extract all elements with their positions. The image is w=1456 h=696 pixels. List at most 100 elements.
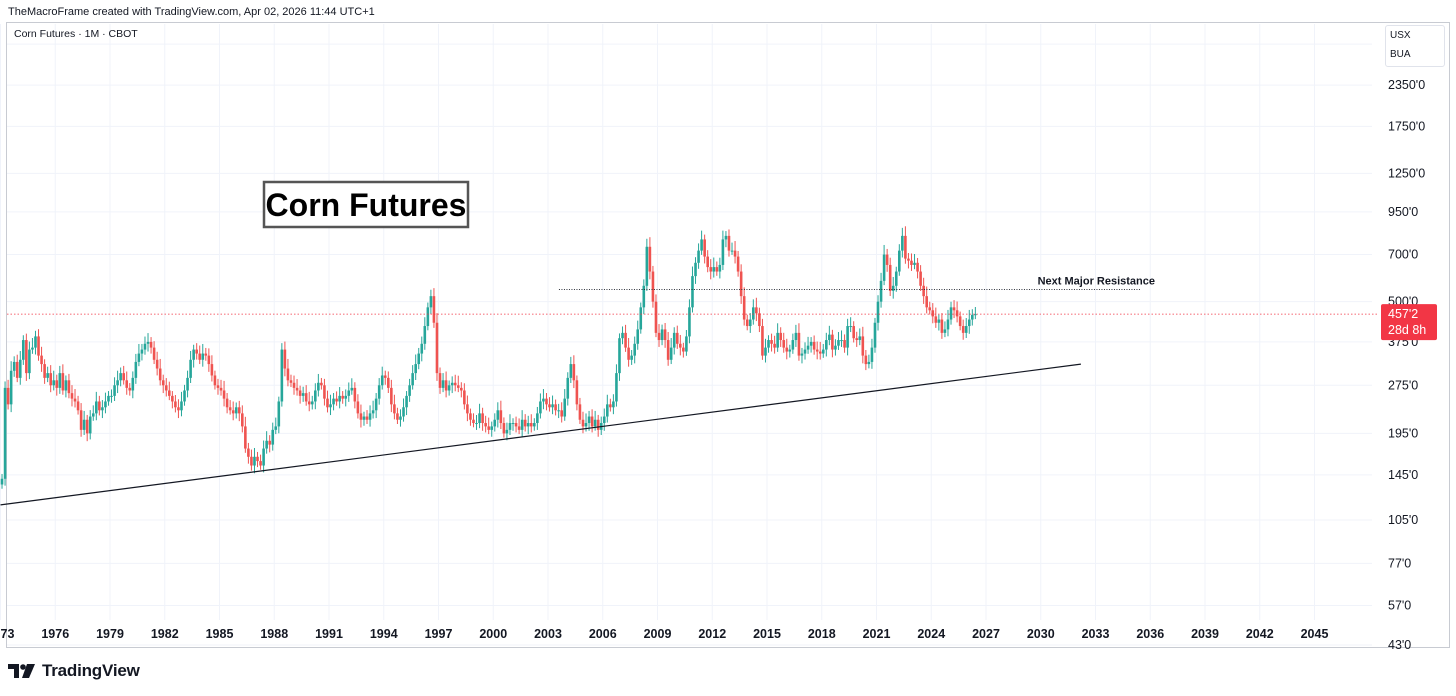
candle-body: [189, 359, 192, 378]
candle-body: [289, 380, 293, 383]
candle-body: [536, 413, 539, 424]
candle-body: [25, 340, 28, 374]
candle-body: [517, 426, 521, 430]
tradingview-logo[interactable]: TradingView: [8, 661, 140, 681]
candle-body: [815, 349, 819, 352]
candle-body: [320, 382, 323, 386]
candle-body: [101, 407, 104, 411]
candle-body: [551, 404, 554, 408]
x-tick-label: 1973: [0, 627, 14, 641]
candle-body: [49, 373, 52, 386]
candle-body: [682, 347, 685, 352]
x-tick-label: 2027: [972, 627, 1000, 641]
candle-body: [612, 401, 615, 408]
candle-body: [353, 387, 357, 402]
candle-body: [898, 250, 901, 272]
candle-body: [925, 296, 928, 308]
candle-body: [730, 250, 734, 252]
candle-body: [55, 380, 59, 388]
candle-body: [569, 364, 573, 378]
candle-body: [949, 307, 953, 320]
y-tick-label: 195'0: [1388, 426, 1418, 440]
candle-body: [195, 349, 198, 354]
candle-body: [511, 423, 515, 425]
candle-body: [0, 478, 4, 485]
candle-body: [91, 413, 95, 417]
candle-body: [341, 395, 344, 399]
candle-body: [423, 326, 427, 344]
candle-body: [107, 395, 110, 402]
candle-body: [34, 336, 37, 348]
candle-body: [420, 343, 424, 354]
candle-body: [387, 377, 390, 388]
candle-body: [876, 301, 880, 323]
candle-body: [578, 404, 582, 420]
candle-body: [581, 419, 585, 427]
candle-body: [463, 390, 466, 405]
x-tick-label: 2045: [1301, 627, 1329, 641]
candle-body: [432, 296, 436, 323]
candle-body: [119, 373, 122, 381]
candle-body: [624, 332, 627, 348]
candle-body: [803, 349, 807, 354]
candle-body: [846, 326, 849, 348]
candle-body: [171, 395, 174, 402]
x-tick-label: 2009: [644, 627, 672, 641]
candle-body: [332, 398, 335, 405]
candle-body: [323, 385, 326, 399]
candle-body: [478, 413, 481, 424]
candle-body: [207, 355, 211, 365]
candle-body: [450, 382, 454, 386]
candle-body: [493, 419, 497, 427]
candle-body: [548, 404, 551, 408]
candle-body: [587, 416, 591, 424]
candle-body: [831, 334, 834, 350]
candle-body: [131, 377, 135, 391]
candle-body: [596, 419, 600, 430]
candle-body: [539, 401, 542, 414]
candle-body: [782, 340, 786, 348]
candle-body: [408, 385, 411, 396]
candle-body: [937, 319, 941, 323]
candle-body: [326, 398, 329, 408]
candle-body: [967, 319, 971, 327]
candle-body: [776, 332, 779, 348]
candle-body: [675, 332, 679, 344]
candle-body: [271, 429, 275, 445]
symbol-legend[interactable]: Corn Futures · 1M · CBOT: [14, 28, 138, 40]
candle-body: [919, 271, 922, 286]
candle-body: [441, 380, 445, 388]
scale-unit-box[interactable]: USX BUA: [1385, 25, 1445, 67]
candle-body: [703, 239, 706, 257]
x-tick-label: 1991: [315, 627, 343, 641]
candle-body: [460, 387, 463, 391]
candle-body: [183, 390, 186, 402]
candle-body: [371, 410, 375, 414]
candle-body: [301, 393, 305, 396]
candle-body: [648, 246, 652, 272]
candle-body: [642, 285, 646, 308]
candle-body: [426, 307, 430, 327]
candle-body: [128, 387, 132, 391]
candle-body: [891, 285, 895, 291]
candle-body: [636, 329, 640, 344]
y-tick-label: 1250'0: [1388, 166, 1425, 180]
y-tick-label: 275'0: [1388, 378, 1418, 392]
candle-body: [359, 413, 363, 420]
candle-body: [514, 423, 518, 427]
candle-body: [314, 390, 317, 402]
x-tick-label: 1985: [206, 627, 234, 641]
candle-body: [280, 349, 284, 402]
candle-body: [679, 343, 682, 348]
candle-body: [95, 401, 98, 414]
candle-body: [873, 322, 877, 348]
x-tick-label: 2006: [589, 627, 617, 641]
candle-body: [140, 349, 144, 354]
candle-body: [669, 347, 673, 360]
attribution-text: TheMacroFrame created with TradingView.c…: [8, 6, 375, 18]
candle-body: [928, 307, 932, 311]
candle-body: [201, 353, 205, 360]
x-tick-label: 2039: [1191, 627, 1219, 641]
candle-body: [414, 364, 417, 374]
